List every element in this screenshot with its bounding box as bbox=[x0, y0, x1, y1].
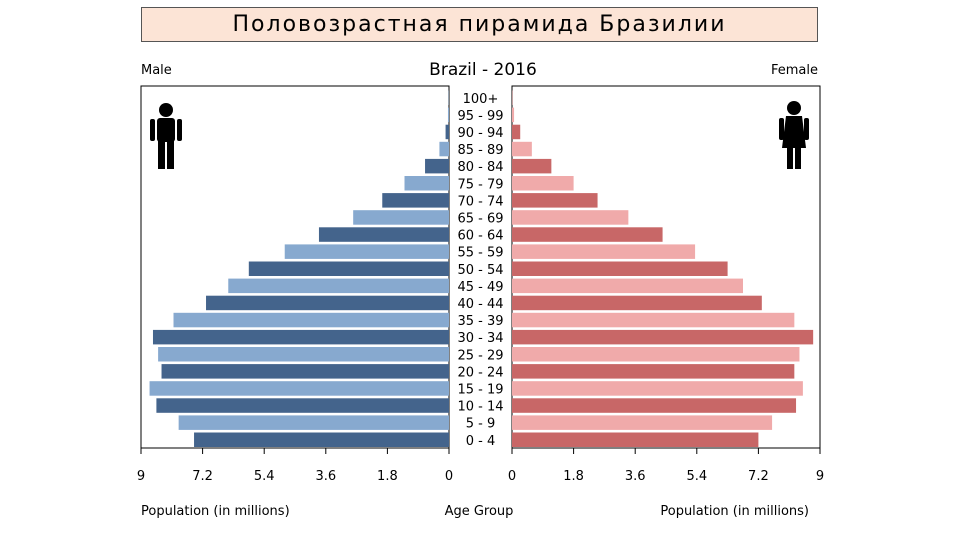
male-bar bbox=[178, 415, 449, 430]
male-bar bbox=[404, 176, 449, 191]
female-bar bbox=[512, 347, 800, 362]
age-group-label: 90 - 94 bbox=[457, 126, 503, 141]
male-bar bbox=[439, 141, 449, 157]
x-axis-label-center: Age Group bbox=[445, 504, 514, 519]
age-group-label: 100+ bbox=[463, 92, 499, 107]
male-bar bbox=[284, 244, 449, 259]
age-group-label: 15 - 19 bbox=[457, 382, 503, 397]
male-bar bbox=[149, 381, 450, 396]
female-bar bbox=[512, 141, 532, 157]
male-bar bbox=[445, 124, 449, 140]
female-bar bbox=[512, 415, 773, 430]
age-group-label: 55 - 59 bbox=[457, 246, 503, 261]
age-group-label: 85 - 89 bbox=[457, 143, 503, 158]
male-bar bbox=[194, 432, 449, 447]
female-bar bbox=[512, 176, 574, 191]
age-group-label: 35 - 39 bbox=[457, 314, 503, 329]
age-group-label: 65 - 69 bbox=[457, 211, 503, 226]
male-bar bbox=[248, 261, 449, 276]
male-bar bbox=[353, 210, 449, 225]
female-label: Female bbox=[771, 63, 818, 78]
female-bar bbox=[512, 312, 795, 328]
female-bar bbox=[512, 210, 629, 225]
female-bar bbox=[512, 381, 803, 396]
male-bar bbox=[228, 278, 449, 294]
x-axis-label-right: Population (in millions) bbox=[660, 504, 809, 519]
age-group-label: 70 - 74 bbox=[457, 194, 503, 209]
x-tick-label-left: 0 bbox=[445, 469, 453, 484]
female-bar bbox=[512, 278, 743, 294]
female-bar bbox=[512, 227, 663, 242]
x-tick-label-left: 5.4 bbox=[254, 469, 275, 484]
age-group-label: 80 - 84 bbox=[457, 160, 503, 175]
female-bar bbox=[512, 158, 552, 174]
age-group-label: 30 - 34 bbox=[457, 331, 503, 346]
x-tick-label-right: 0 bbox=[508, 469, 516, 484]
age-group-label: 25 - 29 bbox=[457, 348, 503, 363]
male-bar bbox=[318, 227, 449, 242]
female-bar bbox=[512, 398, 797, 413]
female-bar bbox=[512, 364, 795, 379]
male-bar bbox=[425, 158, 449, 174]
x-tick-label-left: 9 bbox=[137, 469, 145, 484]
x-tick-label-right: 7.2 bbox=[748, 469, 769, 484]
age-group-label: 60 - 64 bbox=[457, 229, 503, 244]
female-person-icon bbox=[779, 101, 809, 169]
age-group-label: 50 - 54 bbox=[457, 263, 503, 278]
age-group-label: 75 - 79 bbox=[457, 177, 503, 192]
male-bar bbox=[173, 312, 449, 328]
female-bar bbox=[512, 329, 814, 345]
male-bar bbox=[382, 193, 449, 208]
x-tick-label-right: 9 bbox=[816, 469, 824, 484]
male-label: Male bbox=[141, 63, 172, 78]
male-bar bbox=[158, 347, 449, 362]
x-tick-label-right: 3.6 bbox=[625, 469, 646, 484]
female-bar bbox=[512, 295, 762, 311]
male-bar bbox=[161, 364, 450, 379]
age-group-label: 5 - 9 bbox=[466, 417, 496, 432]
male-person-icon bbox=[150, 103, 182, 169]
age-group-label: 95 - 99 bbox=[457, 109, 503, 124]
female-bar bbox=[512, 261, 728, 276]
slide-title: Половозрастная пирамида Бразилии bbox=[141, 7, 818, 42]
age-group-label: 0 - 4 bbox=[466, 434, 496, 449]
x-axis-label-left: Population (in millions) bbox=[141, 504, 290, 519]
chart-title: Brazil - 2016 bbox=[429, 60, 537, 80]
x-tick-label-left: 3.6 bbox=[315, 469, 336, 484]
x-tick-label-right: 1.8 bbox=[563, 469, 584, 484]
female-bar bbox=[512, 124, 521, 140]
x-tick-label-left: 7.2 bbox=[192, 469, 213, 484]
male-bar bbox=[447, 107, 449, 123]
female-bar bbox=[512, 432, 759, 447]
age-group-label: 10 - 14 bbox=[457, 400, 503, 415]
age-group-label: 45 - 49 bbox=[457, 280, 503, 295]
male-bar bbox=[156, 398, 449, 413]
female-bar bbox=[512, 193, 598, 208]
male-bar bbox=[152, 329, 449, 345]
x-tick-label-left: 1.8 bbox=[377, 469, 398, 484]
male-bar bbox=[206, 295, 449, 311]
age-group-label: 20 - 24 bbox=[457, 365, 503, 380]
female-bar bbox=[512, 107, 515, 123]
female-bar bbox=[512, 244, 696, 259]
x-tick-label-right: 5.4 bbox=[686, 469, 707, 484]
age-group-label: 40 - 44 bbox=[457, 297, 503, 312]
